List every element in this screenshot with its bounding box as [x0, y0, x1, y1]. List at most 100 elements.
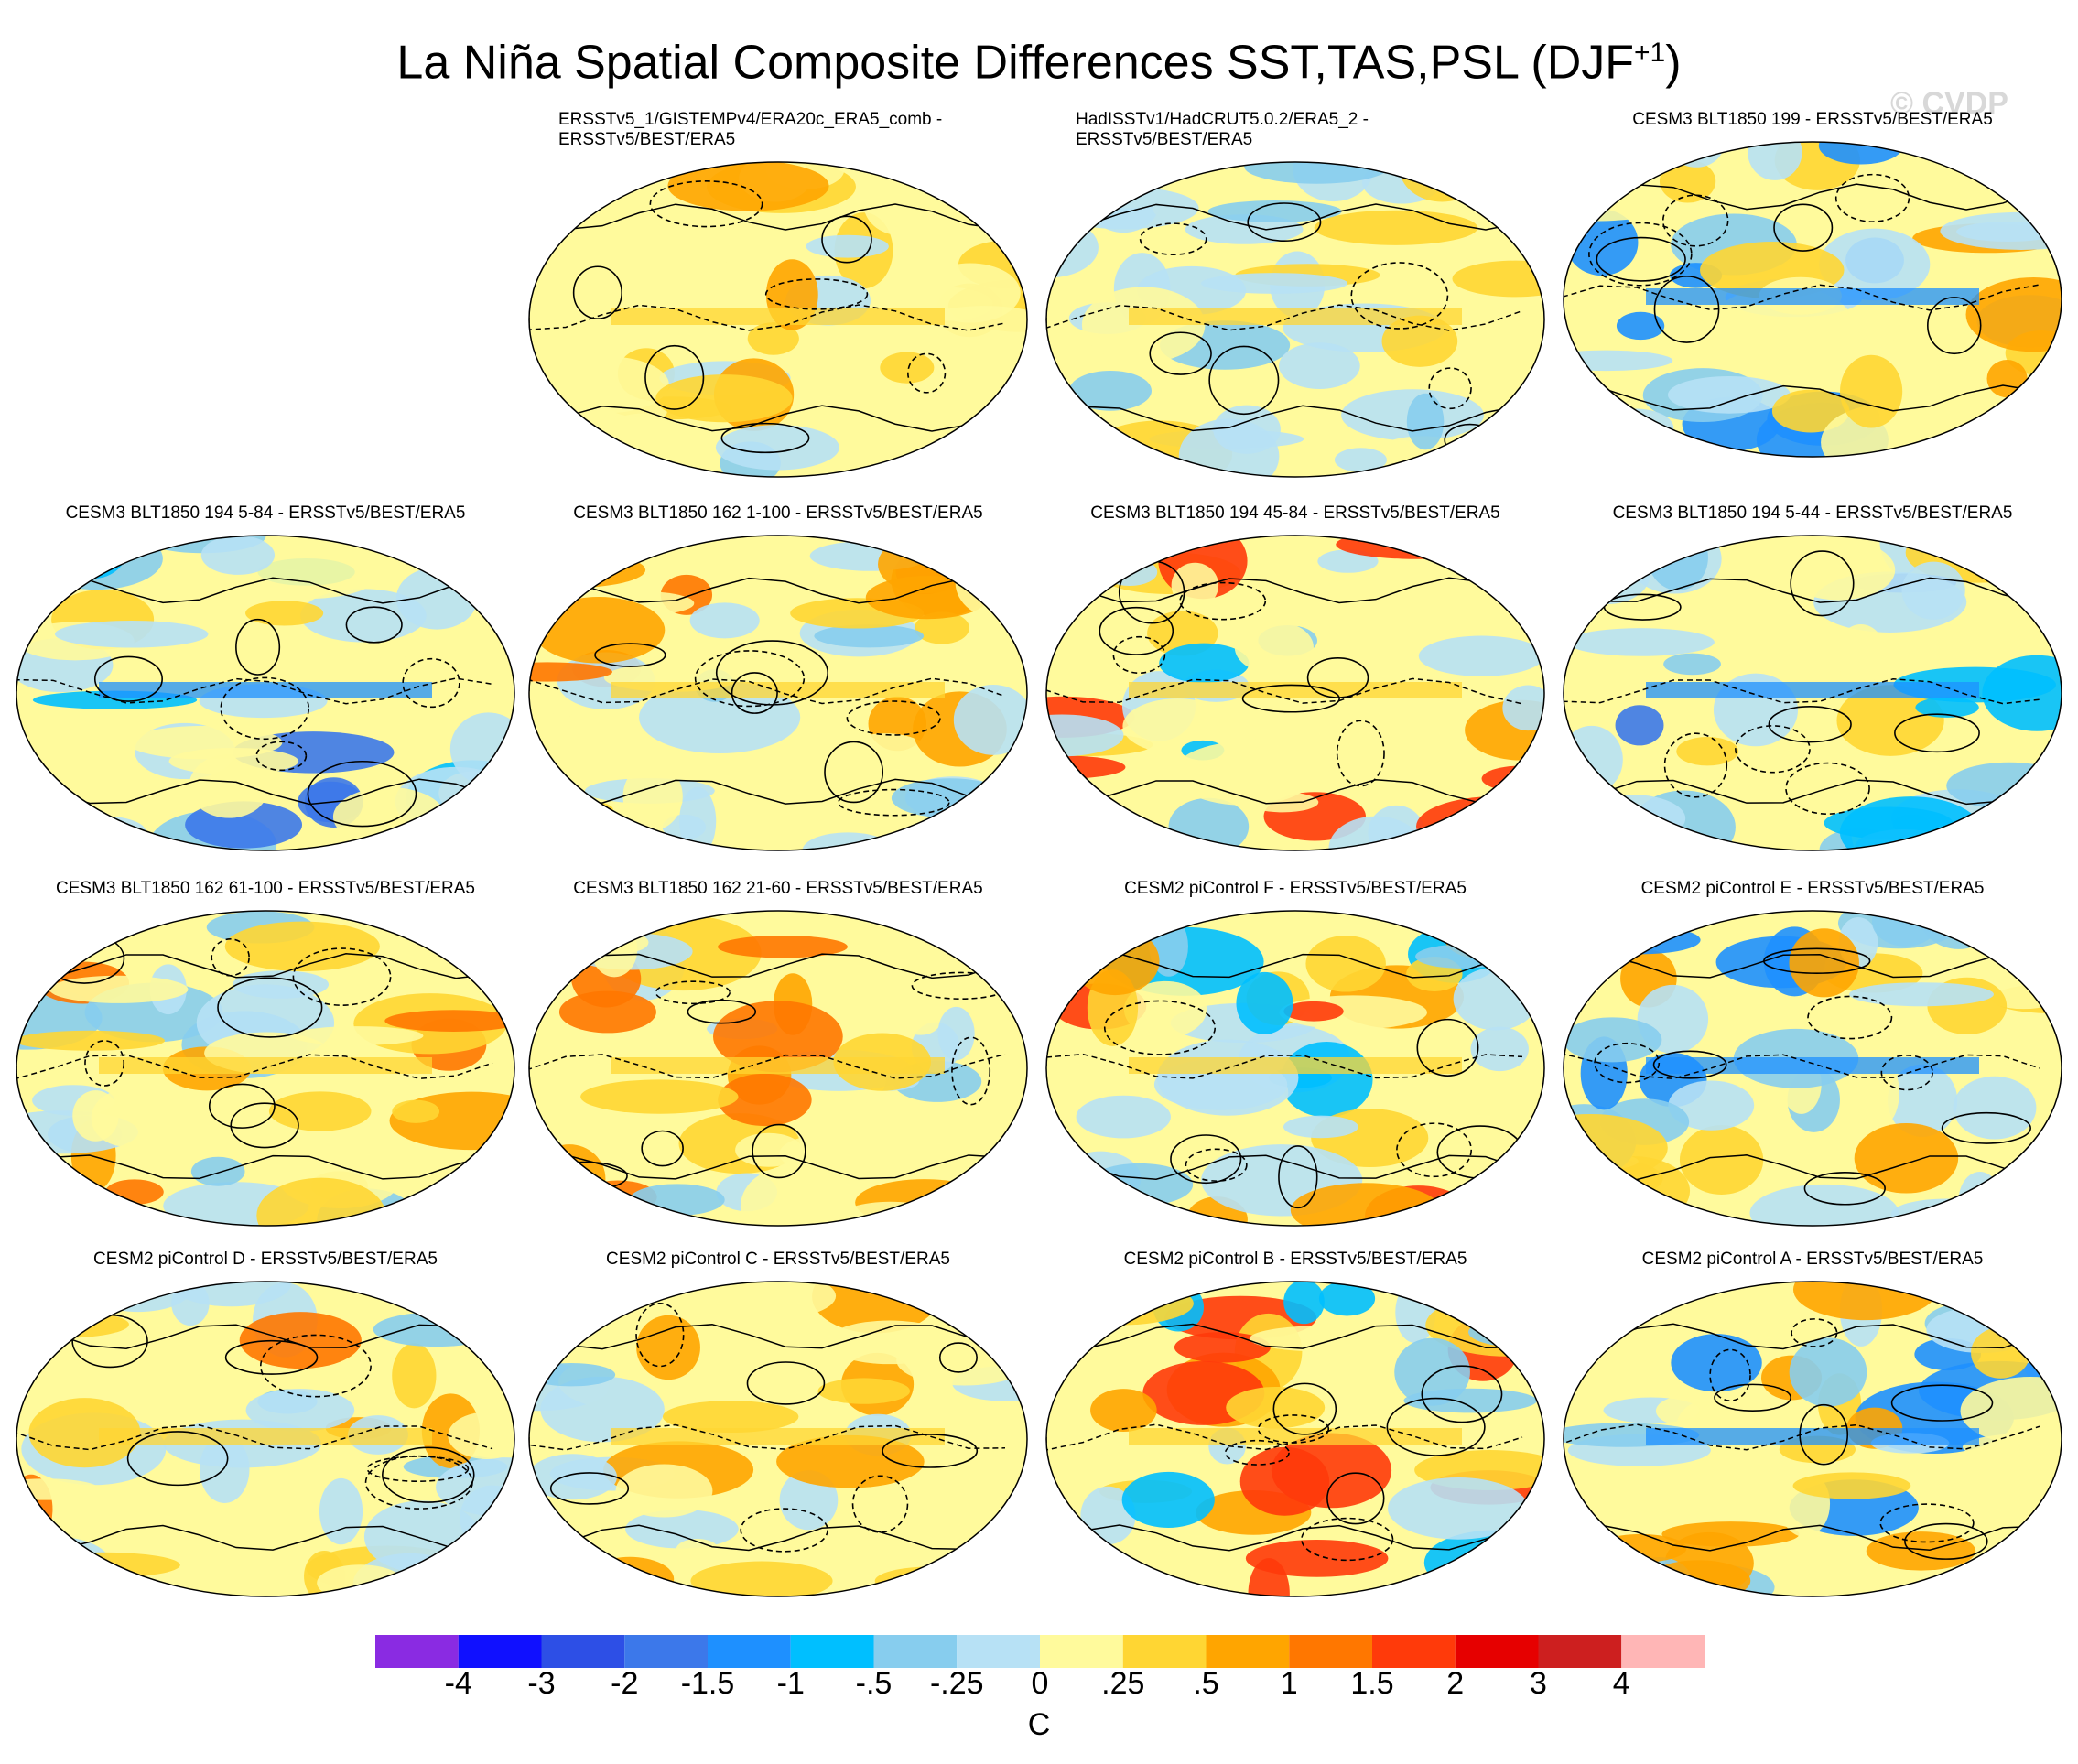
world-map — [528, 535, 1028, 851]
anomaly-blob — [1668, 1080, 1755, 1131]
psl-contour — [1301, 1517, 1394, 1562]
psl-contour — [1564, 577, 2040, 604]
psl-contour — [1773, 203, 1834, 252]
colorbar-tick-label: -.25 — [929, 1666, 984, 1701]
panel-title: CESM2 piControl C - ERSSTv5/BEST/ERA5 — [606, 1250, 950, 1269]
anomaly-blob — [1453, 967, 1539, 1031]
anomaly-blob — [1789, 1337, 1867, 1407]
watermark: © CVDP — [1890, 86, 2008, 121]
anomaly-blob — [540, 165, 601, 202]
colorbar-tick-label: .5 — [1193, 1666, 1219, 1701]
panel-title: CESM3 BLT1850 162 21-60 - ERSSTv5/BEST/E… — [573, 879, 983, 898]
anomaly-blob — [1239, 1446, 1330, 1516]
anomaly-blob — [72, 1090, 119, 1142]
anomaly-blob — [448, 1412, 514, 1459]
equatorial-band — [611, 308, 945, 325]
psl-contour — [1139, 222, 1207, 255]
anomaly-blob — [1661, 1521, 1800, 1547]
map-panel: CESM3 BLT1850 194 45-84 - ERSSTv5/BEST/E… — [1039, 503, 1552, 870]
anomaly-blob — [585, 1556, 675, 1596]
anomaly-blob — [1437, 449, 1475, 477]
psl-contour — [366, 1456, 470, 1482]
anomaly-blob — [1636, 911, 1701, 931]
psl-contour — [1880, 1054, 1933, 1091]
anomaly-blob — [1463, 1555, 1505, 1596]
psl-contour — [1099, 606, 1174, 655]
anomaly-blob — [1836, 685, 1944, 756]
anomaly-blob — [1888, 1064, 1958, 1137]
colorbar-labels: -4 -3 -2 -1.5 -1 -.5 -.25 0 .25 .5 1 1.5 2 3 4 — [0, 1666, 2078, 1703]
anomaly-blob — [1792, 1472, 1911, 1499]
psl-contour — [1653, 276, 1720, 343]
psl-contour — [529, 677, 1006, 705]
anomaly-blob — [1986, 1282, 2062, 1320]
psl-contour — [1735, 725, 1811, 774]
anomaly-blob — [1564, 1017, 1662, 1063]
panel-title: CESM3 BLT1850 162 1-100 - ERSSTv5/BEST/E… — [573, 503, 983, 523]
colorbar-tick-label: 4 — [1612, 1666, 1630, 1701]
anomaly-blob — [1821, 404, 1950, 457]
world-map — [1045, 161, 1545, 478]
colorbar-box — [1455, 1635, 1539, 1668]
psl-contour — [259, 1334, 372, 1398]
anomaly-blob — [1564, 725, 1623, 794]
colorbar — [375, 1635, 1705, 1668]
psl-contour — [644, 344, 705, 410]
psl-contour — [851, 1475, 909, 1533]
anomaly-blob — [1076, 1095, 1171, 1139]
anomaly-blob — [953, 684, 1027, 755]
anomaly-blob — [290, 1026, 424, 1045]
anomaly-blob — [605, 320, 685, 349]
anomaly-blob — [1771, 389, 1850, 433]
colorbar-box — [1040, 1635, 1123, 1668]
anomaly-blob — [529, 162, 619, 207]
anomaly-blob — [1101, 557, 1158, 586]
anomaly-blob — [170, 1282, 291, 1307]
anomaly-blob — [540, 1376, 665, 1443]
anomaly-blob — [747, 322, 799, 355]
psl-contour — [292, 947, 392, 1006]
anomaly-blob — [16, 536, 120, 573]
anomaly-blob — [915, 611, 969, 644]
psl-contour — [694, 650, 806, 708]
psl-contour — [1904, 1522, 1988, 1560]
anomaly-blob — [1283, 1282, 1325, 1325]
colorbar-unit: C — [1027, 1707, 1051, 1742]
psl-contour — [529, 304, 1006, 331]
anomaly-blob — [300, 589, 427, 643]
map-outline — [1563, 141, 2062, 458]
psl-contour — [529, 1423, 1006, 1451]
anomaly-blob — [585, 1558, 627, 1596]
psl-contour — [1709, 1348, 1751, 1402]
anomaly-blob — [1748, 142, 1802, 180]
anomaly-blob — [1283, 1115, 1358, 1139]
equatorial-band — [1646, 1057, 1979, 1074]
anomaly-blob — [1679, 1125, 1764, 1196]
colorbar-box — [957, 1635, 1040, 1668]
world-map — [528, 161, 1028, 478]
psl-contour — [1103, 1000, 1217, 1055]
psl-contour — [1564, 284, 2040, 311]
anomaly-blob — [629, 1184, 725, 1217]
anomaly-blob — [655, 374, 793, 423]
psl-contour — [16, 1424, 493, 1451]
anomaly-blob — [1577, 778, 1620, 844]
psl-contour — [1170, 1134, 1242, 1185]
psl-contour — [1879, 1503, 1975, 1543]
anomaly-blob — [529, 662, 612, 682]
anomaly-blob — [806, 234, 889, 258]
anomaly-blob — [1236, 971, 1293, 1034]
anomaly-blob — [1965, 277, 2062, 352]
anomaly-blob — [814, 624, 925, 648]
anomaly-blob — [1655, 1395, 1720, 1427]
anomaly-blob — [1580, 925, 1701, 955]
panel-title: ERSSTv5_1/GISTEMPv4/ERA20c_ERA5_comb - E… — [558, 110, 943, 149]
map-panel: CESM2 piControl A - ERSSTv5/BEST/ERA5 — [1556, 1250, 2069, 1616]
anomaly-blob — [529, 1098, 641, 1147]
world-map — [1563, 1281, 2062, 1597]
map-outline — [1045, 535, 1545, 851]
chart-title: La Niña Spatial Composite Differences SS… — [396, 36, 1682, 90]
anomaly-blob — [1068, 370, 1153, 411]
anomaly-blob — [812, 1282, 939, 1334]
anomaly-blob — [1901, 561, 1965, 620]
